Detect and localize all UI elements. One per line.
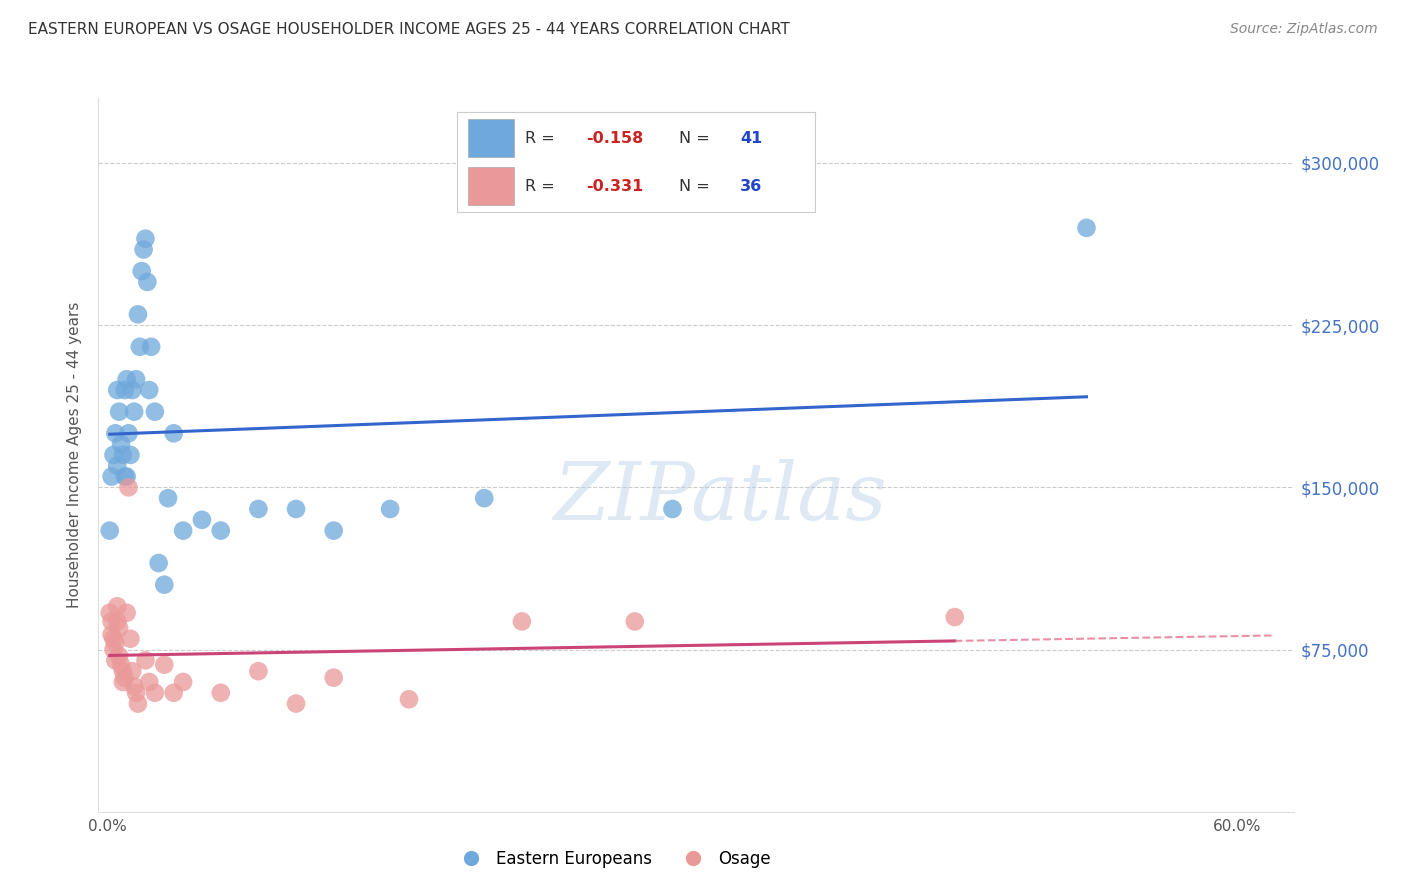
Point [661,502,683,516]
Point [378,502,401,516]
Point [108,621,131,635]
Point [398,692,420,706]
Point [108,648,131,663]
Point [110,657,132,672]
Point [117,480,139,494]
Point [209,524,232,538]
Point [105,458,128,473]
Point [131,264,153,278]
Point [120,632,142,646]
Point [132,243,155,257]
Point [110,437,132,451]
Point [139,340,162,354]
Point [209,686,232,700]
Point [134,232,156,246]
Point [127,307,149,321]
Point [103,448,125,462]
Point [143,686,166,700]
Point [100,615,122,629]
Point [111,448,134,462]
Point [103,642,125,657]
Point [285,502,308,516]
Point [134,653,156,667]
Point [105,383,128,397]
Point [138,675,160,690]
Point [172,675,194,690]
Point [148,556,170,570]
Point [125,686,148,700]
Point [100,469,122,483]
Point [105,615,128,629]
Point [117,426,139,441]
Point [247,502,270,516]
Point [114,671,136,685]
Point [143,405,166,419]
Point [322,524,344,538]
Y-axis label: Householder Income Ages 25 - 44 years: Householder Income Ages 25 - 44 years [67,301,83,608]
Point [191,513,214,527]
Point [105,599,128,614]
Point [103,632,125,646]
Point [510,615,533,629]
Point [120,448,142,462]
Point [163,426,186,441]
Point [153,577,176,591]
Point [115,469,138,483]
Point [153,657,176,672]
Point [122,405,145,419]
Text: EASTERN EUROPEAN VS OSAGE HOUSEHOLDER INCOME AGES 25 - 44 YEARS CORRELATION CHAR: EASTERN EUROPEAN VS OSAGE HOUSEHOLDER IN… [28,22,790,37]
Point [322,671,344,685]
Point [128,340,150,354]
Point [472,491,495,505]
Point [122,679,145,693]
Text: ZIPatlas: ZIPatlas [553,459,887,536]
Point [285,697,308,711]
Point [1076,220,1098,235]
Point [157,491,180,505]
Point [114,383,136,397]
Point [247,664,270,678]
Text: Source: ZipAtlas.com: Source: ZipAtlas.com [1230,22,1378,37]
Point [138,383,160,397]
Point [108,405,131,419]
Point [100,627,122,641]
Point [943,610,966,624]
Point [172,524,194,538]
Legend: Eastern Europeans, Osage: Eastern Europeans, Osage [447,844,778,875]
Point [121,383,143,397]
Point [114,469,136,483]
Point [623,615,645,629]
Point [115,606,138,620]
Point [98,524,121,538]
Point [111,675,134,690]
Point [111,664,134,678]
Point [125,372,148,386]
Point [136,275,159,289]
Point [127,697,149,711]
Point [163,686,186,700]
Point [98,606,121,620]
Point [104,426,127,441]
Point [121,664,143,678]
Point [104,636,127,650]
Point [115,372,138,386]
Point [104,653,127,667]
